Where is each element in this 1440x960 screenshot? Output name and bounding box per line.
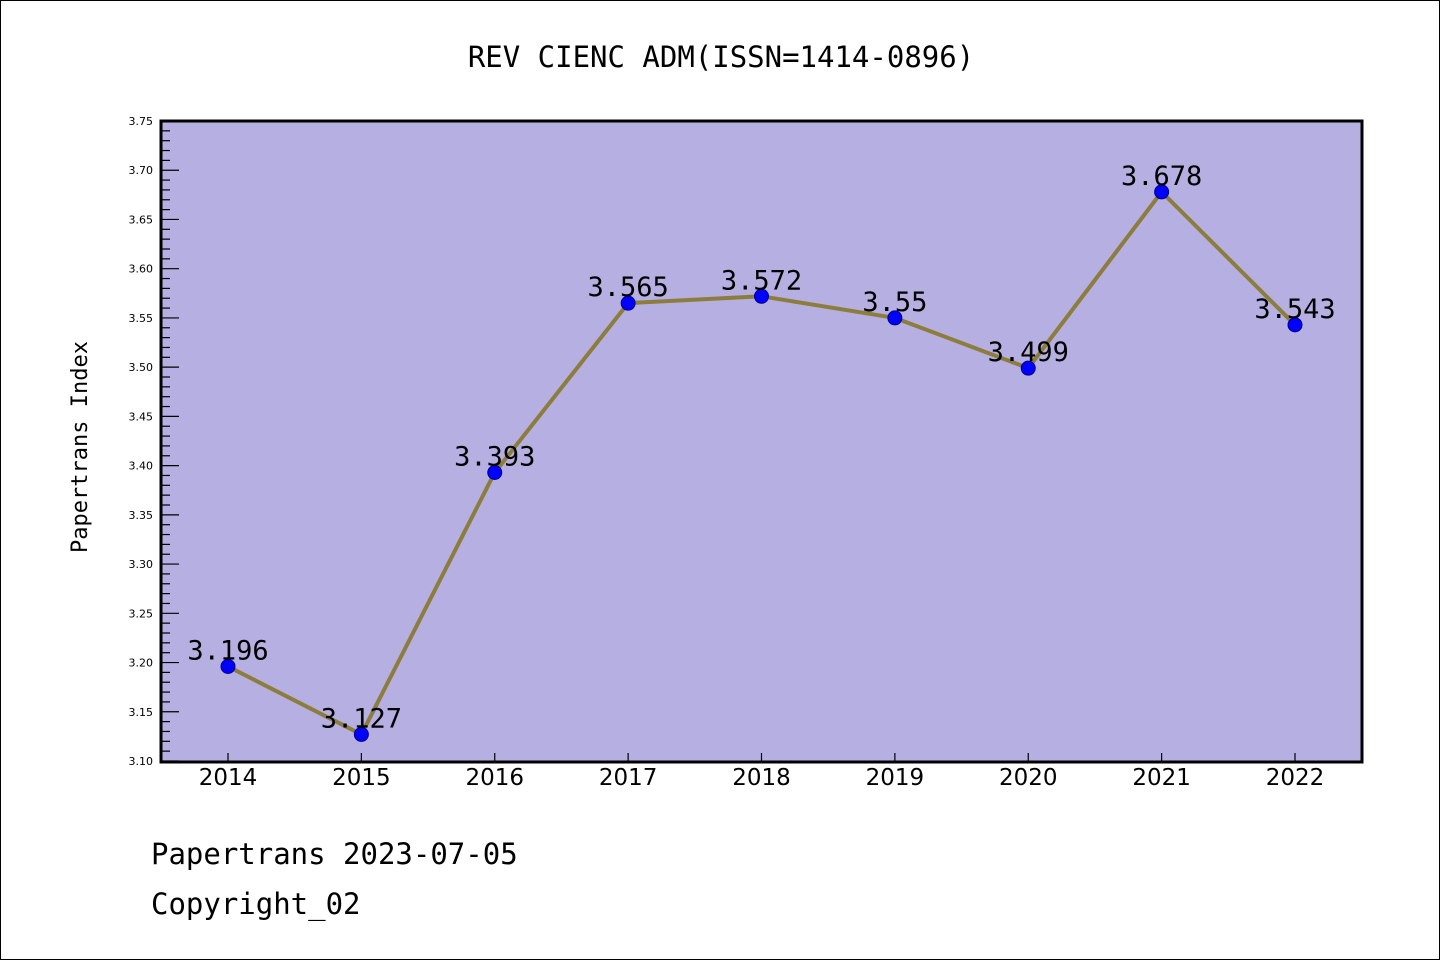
data-label: 3.572 <box>721 265 802 296</box>
footer-date: Papertrans 2023-07-05 <box>151 837 518 871</box>
y-tick-label: 3.60 <box>129 263 154 276</box>
data-label: 3.565 <box>587 272 668 303</box>
chart-title: REV CIENC ADM(ISSN=1414-0896) <box>468 40 974 74</box>
y-tick-label: 3.55 <box>129 312 154 325</box>
x-tick-label: 2019 <box>866 765 925 791</box>
data-point <box>220 658 236 674</box>
y-axis-label: Papertrans Index <box>68 341 93 553</box>
y-tick-label: 3.10 <box>129 755 154 768</box>
data-label: 3.499 <box>988 337 1069 368</box>
plot-area <box>159 119 1364 764</box>
x-tick-label: 2022 <box>1266 765 1325 791</box>
y-tick-label: 3.35 <box>129 509 154 522</box>
data-label: 3.543 <box>1254 294 1335 325</box>
data-label: 3.196 <box>187 635 268 666</box>
footer-copyright: Copyright_02 <box>151 887 361 921</box>
data-label: 3.393 <box>454 442 535 473</box>
data-label: 3.678 <box>1121 161 1202 192</box>
x-tick-label: 2017 <box>599 765 658 791</box>
y-tick-label: 3.25 <box>129 607 154 620</box>
y-tick-label: 3.15 <box>129 706 154 719</box>
y-tick-label: 3.70 <box>129 164 154 177</box>
data-point <box>887 310 903 326</box>
data-label: 3.55 <box>862 287 927 318</box>
data-label: 3.127 <box>321 703 402 734</box>
y-tick-label: 3.30 <box>129 558 154 571</box>
y-tick-label: 3.50 <box>129 361 154 374</box>
data-point <box>487 465 503 481</box>
x-tick-label: 2021 <box>1132 765 1191 791</box>
data-point <box>620 295 636 311</box>
data-point <box>353 726 369 742</box>
data-point <box>1020 360 1036 376</box>
y-tick-label: 3.40 <box>129 460 154 473</box>
x-tick-label: 2016 <box>465 765 524 791</box>
x-tick-label: 2014 <box>199 765 258 791</box>
data-point <box>1154 184 1170 200</box>
data-point <box>754 288 769 304</box>
x-tick-label: 2020 <box>999 765 1058 791</box>
y-tick-label: 3.65 <box>129 213 154 226</box>
y-tick-label: 3.45 <box>129 410 154 423</box>
y-tick-label: 3.20 <box>129 657 154 670</box>
y-tick-label: 3.75 <box>129 115 154 128</box>
x-tick-label: 2015 <box>332 765 391 791</box>
x-tick-label: 2018 <box>732 765 791 791</box>
data-point <box>1287 317 1303 333</box>
